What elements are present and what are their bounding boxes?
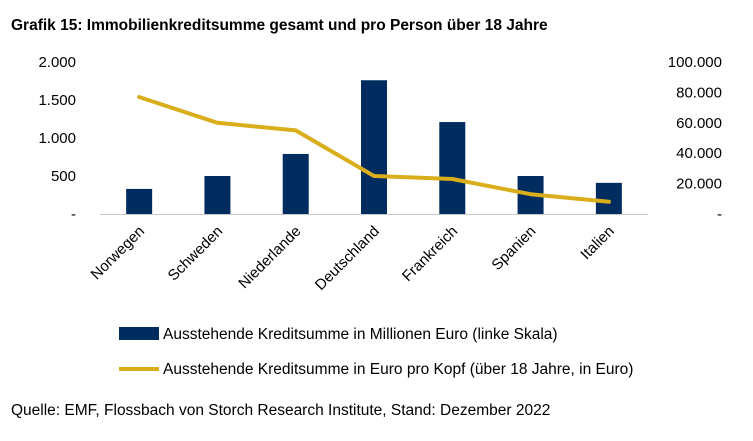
x-tick-label: Deutschland	[312, 223, 383, 294]
bar-schweden	[204, 176, 231, 214]
right-tick-label: 60.000	[676, 115, 722, 132]
x-tick-label: Norwegen	[88, 223, 148, 283]
x-tick-label: Frankreich	[399, 223, 461, 285]
x-axis-ticks: Norwegen Schweden Niederlande Deutschland Fr…	[88, 223, 618, 294]
legend-label-line: Ausstehende Kreditsumme in Euro pro Kopf…	[163, 361, 633, 378]
left-axis-ticks: - 500 1.000 1.500 2.000	[38, 54, 76, 223]
bar-deutschland	[361, 80, 387, 215]
bar-norwegen	[126, 188, 153, 214]
x-tick-label: Schweden	[165, 223, 227, 285]
right-axis-ticks: - 20.000 40.000 60.000 80.000 100.000	[668, 54, 722, 223]
right-tick-label: -	[717, 206, 722, 223]
right-tick-label: 20.000	[676, 176, 722, 193]
left-tick-label: 1.500	[38, 92, 76, 109]
chart-title: Grafik 15: Immobilienkreditsumme gesamt …	[11, 17, 548, 34]
x-tick-label: Italien	[577, 223, 617, 263]
bar-italien	[595, 182, 622, 214]
bar-series	[126, 80, 622, 215]
legend: Ausstehende Kreditsumme in Millionen Eur…	[119, 326, 633, 378]
x-tick-label: Spanien	[488, 223, 539, 274]
left-tick-label: 1.000	[38, 130, 76, 147]
legend-swatch-bar	[119, 327, 159, 340]
source-note: Quelle: EMF, Flossbach von Storch Resear…	[11, 402, 551, 419]
x-tick-label: Niederlande	[235, 223, 304, 292]
left-tick-label: 500	[51, 168, 76, 185]
left-tick-label: -	[71, 206, 76, 223]
right-tick-label: 100.000	[668, 54, 722, 71]
left-tick-label: 2.000	[38, 54, 76, 71]
bar-frankreich	[439, 122, 466, 214]
right-tick-label: 80.000	[676, 84, 722, 101]
line-series	[137, 95, 611, 204]
bar-niederlande	[282, 153, 309, 214]
legend-label-bar: Ausstehende Kreditsumme in Millionen Eur…	[163, 326, 558, 343]
right-tick-label: 40.000	[676, 145, 722, 162]
